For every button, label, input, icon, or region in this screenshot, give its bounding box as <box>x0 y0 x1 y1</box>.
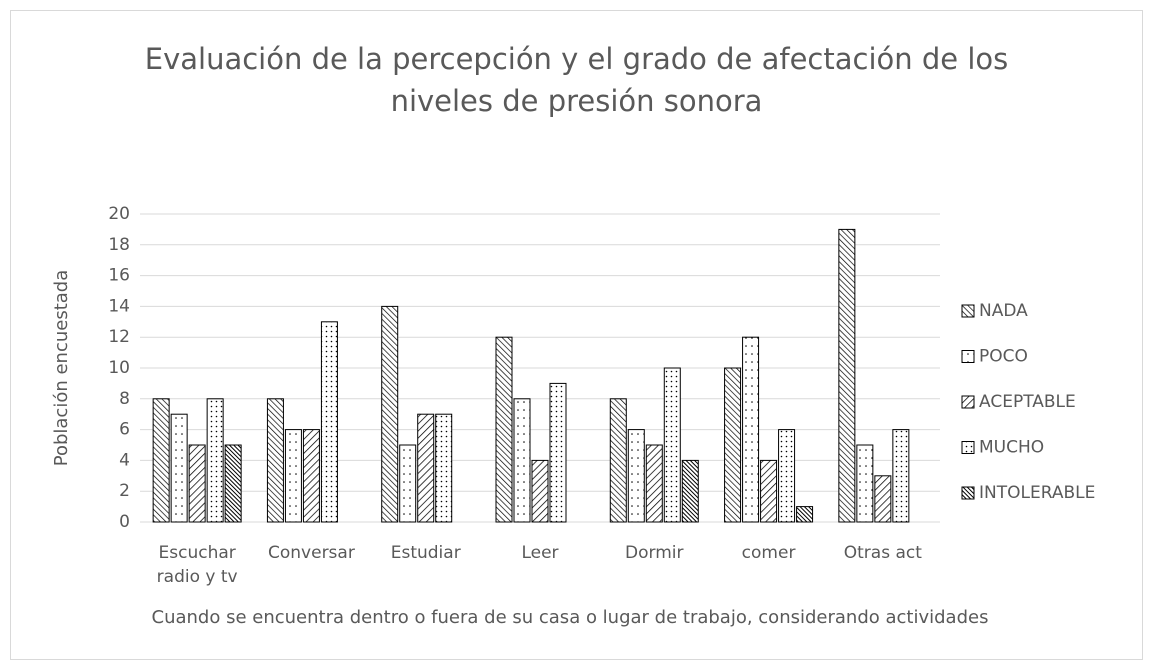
x-tick-label: Dormir <box>625 543 684 563</box>
bar <box>531 459 549 523</box>
legend-swatch <box>961 486 975 500</box>
y-tick-label: 6 <box>119 420 130 440</box>
bar <box>152 398 170 523</box>
bar <box>381 305 399 523</box>
x-tick-label: Otras act <box>843 543 922 563</box>
y-axis-label: Población encuestada <box>51 270 72 467</box>
legend-label: MUCHO <box>979 438 1044 458</box>
y-tick-label: 0 <box>119 512 130 532</box>
bar <box>188 444 206 523</box>
y-tick-label: 14 <box>108 296 130 316</box>
legend-label: INTOLERABLE <box>979 483 1095 503</box>
y-tick-label: 20 <box>108 204 130 224</box>
bar <box>681 459 699 523</box>
bar <box>856 444 874 523</box>
y-tick-label: 10 <box>108 358 130 378</box>
bar <box>284 429 302 523</box>
bar <box>874 475 892 523</box>
x-tick-label: comer <box>741 543 796 563</box>
legend-label: NADA <box>979 301 1028 321</box>
bar <box>302 429 320 523</box>
x-tick-label: Estudiar <box>390 543 461 563</box>
legend-swatch <box>961 441 975 454</box>
x-tick-label: Conversar <box>268 543 355 563</box>
chart-border <box>10 10 1143 660</box>
bar <box>266 398 284 523</box>
bar <box>742 336 760 523</box>
bar <box>495 336 513 523</box>
bar <box>760 459 778 523</box>
legend-label: ACEPTABLE <box>979 392 1076 412</box>
bar <box>778 429 796 523</box>
y-tick-label: 12 <box>108 327 130 347</box>
legend-swatch <box>961 395 975 409</box>
y-tick-label: 2 <box>119 481 130 501</box>
bar <box>724 367 742 523</box>
bar <box>645 444 663 523</box>
x-axis-label: Cuando se encuentra dentro o fuera de su… <box>151 607 989 628</box>
bar <box>417 413 435 523</box>
bar <box>513 398 531 523</box>
bar <box>224 444 242 523</box>
legend-swatch <box>961 304 975 318</box>
bar <box>549 382 567 523</box>
legend-swatch <box>961 350 975 363</box>
y-tick-label: 4 <box>119 450 130 470</box>
bar <box>892 429 910 523</box>
bar <box>320 321 338 523</box>
bar <box>663 367 681 523</box>
bar <box>399 444 417 523</box>
legend-label: POCO <box>979 347 1028 367</box>
y-tick-label: 16 <box>108 266 130 286</box>
bar <box>206 398 224 523</box>
x-tick-label: Leer <box>521 543 559 563</box>
bar <box>435 413 453 523</box>
bar <box>838 228 856 523</box>
y-tick-label: 18 <box>108 235 130 255</box>
bar <box>796 506 814 523</box>
bar <box>609 398 627 523</box>
y-tick-label: 8 <box>119 389 130 409</box>
bar <box>170 413 188 523</box>
bar <box>627 429 645 523</box>
x-tick-label: Escuchar radio y tv <box>156 543 238 587</box>
chart-title: Evaluación de la percepción y el grado d… <box>144 42 1009 118</box>
